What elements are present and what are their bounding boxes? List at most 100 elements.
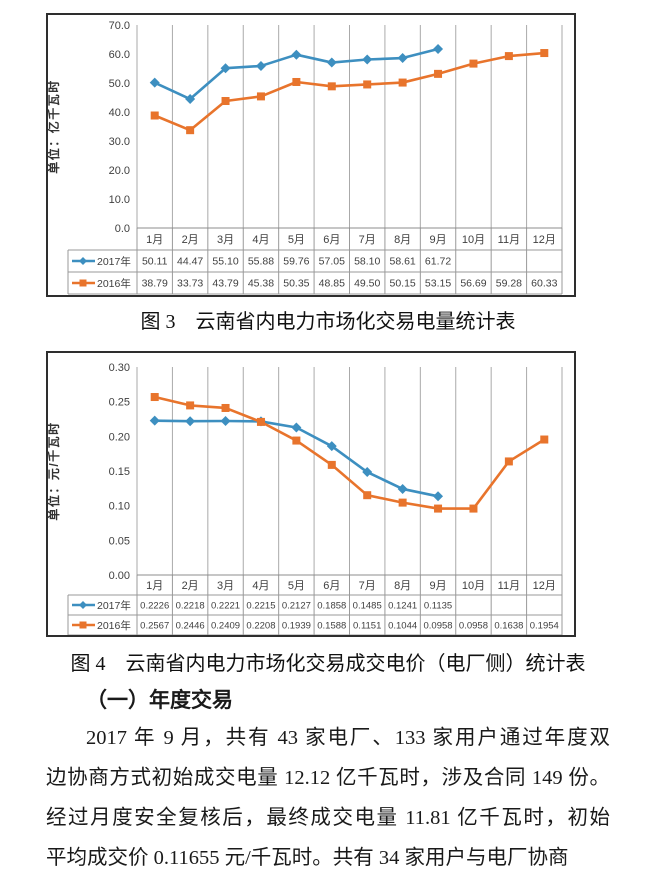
x-category-label: 8月: [394, 580, 411, 592]
data-point-marker: [540, 49, 549, 58]
x-category-label: 12月: [533, 580, 556, 592]
x-category-label: 5月: [288, 580, 305, 592]
table-cell-value: 33.73: [177, 278, 203, 290]
table-cell-value: 43.79: [212, 278, 238, 290]
table-cell-value: 0.2226: [140, 601, 169, 612]
y-axis-tick-label: 0.00: [109, 570, 130, 582]
legend-key-marker: [79, 621, 87, 629]
data-point-marker: [292, 436, 301, 445]
data-point-marker: [469, 504, 478, 513]
figure4-caption: 图 4 云南省内电力市场化交易成交电价（电厂侧）统计表: [70, 653, 586, 675]
x-category-label: 11月: [498, 580, 520, 592]
table-cell-value: 0.2409: [211, 621, 240, 632]
data-point-marker: [397, 483, 408, 494]
document-page: 0.0 10.0 20.0 30.0 40.0 50.0 60.0 70.0 1月 2月 3月 4月 5…: [0, 13, 656, 887]
y-axis-tick-label: 60.0: [109, 49, 130, 61]
table-cell-value: 0.1135: [424, 601, 452, 612]
table-cell-value: 60.33: [531, 278, 557, 290]
data-point-marker: [221, 97, 230, 106]
legend-key-marker: [79, 601, 87, 609]
legend-series-label: 2017年: [97, 599, 131, 612]
table-cell-value: 38.79: [142, 278, 168, 290]
table-cell-value: 0.0958: [459, 621, 488, 632]
data-point-marker: [186, 401, 195, 410]
table-cell-value: 59.76: [283, 256, 309, 268]
table-cell-value: 53.15: [425, 278, 451, 290]
y-axis-tick-label: 0.05: [109, 535, 130, 547]
x-category-label: 7月: [359, 234, 376, 246]
data-point-marker: [292, 77, 301, 86]
y-axis-tick-label: 0.15: [109, 466, 130, 478]
table-cell-value: 50.15: [389, 278, 415, 290]
y-axis-tick-label: 50.0: [109, 78, 130, 90]
table-cell-value: 0.1485: [353, 601, 382, 612]
table-cell-value: 0.1939: [282, 621, 311, 632]
series-line: [153, 51, 546, 132]
legend-series-label: 2017年: [97, 255, 131, 268]
data-point-marker: [291, 49, 302, 60]
legend-series-label: 2016年: [97, 277, 131, 290]
x-category-label: 2月: [182, 580, 199, 592]
data-point-marker: [433, 491, 444, 502]
legend-key-marker: [79, 257, 87, 265]
body-paragraph: 2017 年 9 月，共有 43 家电厂、133 家用户通过年度双 边协商方式初…: [46, 718, 610, 878]
table-cell-value: 0.1588: [317, 621, 346, 632]
table-cell-value: 45.38: [248, 278, 274, 290]
data-point-marker: [255, 60, 266, 71]
data-point-marker: [363, 80, 372, 89]
figure4-chart-svg: 0.00 0.05 0.10 0.15 0.20 0.25 0.30 1月 2月 3月 4月 5月 6月…: [48, 362, 563, 635]
data-point-marker: [150, 111, 159, 120]
table-cell-value: 0.2221: [211, 601, 240, 612]
data-point-marker: [434, 69, 443, 78]
x-category-label: 9月: [429, 580, 446, 592]
x-category-label: 7月: [359, 580, 376, 592]
y-axis-tick-label: 30.0: [109, 136, 130, 148]
table-cell-value: 50.35: [283, 278, 309, 290]
y-axis-tick-label: 20.0: [109, 165, 130, 177]
table-cell-value: 0.2127: [282, 601, 311, 612]
x-category-label: 2月: [182, 234, 199, 246]
table-cell-value: 0.2218: [176, 601, 205, 612]
table-cell-value: 49.50: [354, 278, 380, 290]
table-cell-value: 56.69: [460, 278, 486, 290]
data-point-marker: [362, 54, 373, 65]
x-category-label: 1月: [146, 234, 163, 246]
y-axis-tick-label: 0.10: [109, 501, 130, 513]
x-category-label: 4月: [252, 234, 269, 246]
data-point-marker: [363, 491, 372, 500]
table-cell-value: 0.1954: [530, 621, 559, 632]
data-point-marker: [504, 457, 513, 466]
data-point-marker: [220, 416, 231, 427]
y-axis-tick-label: 70.0: [109, 20, 130, 32]
y-axis-unit-label: 单位：亿千瓦时: [48, 79, 61, 174]
data-point-marker: [398, 498, 407, 507]
data-point-marker: [398, 78, 407, 87]
data-point-marker: [327, 460, 336, 469]
y-axis-tick-label: 0.20: [109, 431, 130, 443]
x-category-label: 3月: [217, 234, 234, 246]
paragraph-line: 平均成交价 0.11655 元/千瓦时。共有 34 家用户与电厂协商: [46, 847, 569, 869]
data-point-marker: [186, 126, 195, 135]
paragraph-line: 2017 年 9 月，共有 43 家电厂、133 家用户通过年度双: [86, 727, 610, 749]
x-category-label: 6月: [323, 580, 340, 592]
x-category-label: 6月: [323, 234, 340, 246]
data-point-marker: [220, 63, 231, 74]
paragraph-line: 边协商方式初始成交电量 12.12 亿千瓦时，涉及合同 149 份。: [46, 767, 610, 789]
table-cell-value: 55.10: [212, 256, 238, 268]
x-category-label: 3月: [217, 580, 234, 592]
table-cell-value: 0.1638: [494, 621, 523, 632]
figure4-chart: 0.00 0.05 0.10 0.15 0.20 0.25 0.30 1月 2月 3月 4月 5月 6月…: [46, 351, 576, 637]
table-cell-value: 44.47: [177, 256, 203, 268]
series-line: [153, 395, 546, 510]
data-point-marker: [326, 57, 337, 68]
data-point-marker: [434, 504, 443, 513]
table-cell-value: 0.2567: [140, 621, 169, 632]
table-cell-value: 55.88: [248, 256, 274, 268]
y-axis-tick-label: 0.25: [109, 397, 130, 409]
y-axis-tick-label: 0.0: [115, 223, 130, 235]
x-category-label: 8月: [394, 234, 411, 246]
x-category-label: 12月: [533, 234, 556, 246]
legend-key-marker: [79, 279, 87, 287]
data-point-marker: [397, 53, 408, 64]
data-point-marker: [149, 77, 160, 88]
